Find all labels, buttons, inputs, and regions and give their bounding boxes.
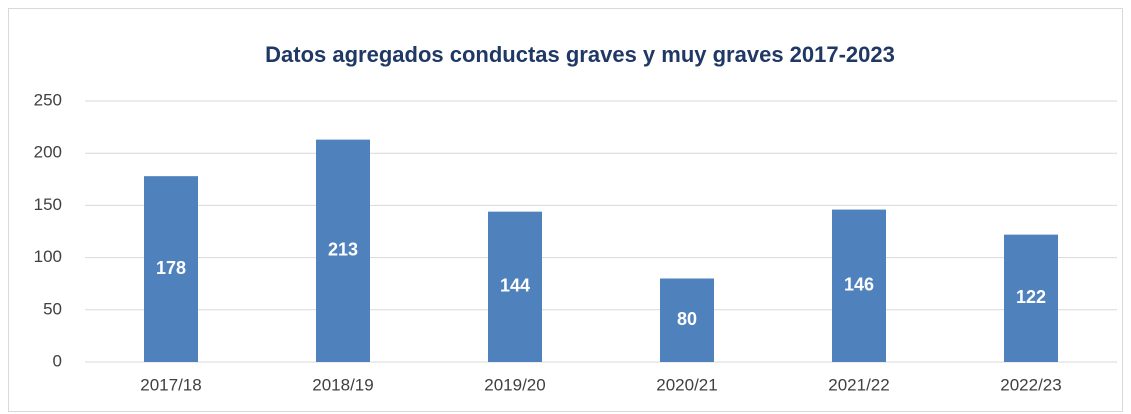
y-tick-label: 200 [34,143,62,162]
x-tick-label: 2018/19 [312,375,373,394]
bar [660,278,714,362]
data-label: 144 [500,276,530,296]
y-tick-label: 0 [53,351,62,370]
data-label: 213 [328,240,358,260]
data-label: 146 [844,275,874,295]
data-label: 178 [156,258,186,278]
bar [1004,234,1058,362]
bar [488,211,542,362]
data-label: 122 [1016,287,1046,307]
x-tick-label: 2017/18 [140,375,201,394]
data-label: 80 [677,309,697,329]
bar [832,209,886,362]
y-tick-label: 150 [34,195,62,214]
y-tick-label: 50 [43,299,62,318]
y-tick-label: 100 [34,247,62,266]
y-tick-label: 250 [34,90,62,109]
bar [144,176,198,362]
chart-title: Datos agregados conductas graves y muy g… [265,42,895,67]
x-tick-label: 2020/21 [656,375,717,394]
x-tick-label: 2022/23 [1000,375,1061,394]
x-tick-label: 2019/20 [484,375,545,394]
x-tick-label: 2021/22 [828,375,889,394]
bar [316,139,370,362]
